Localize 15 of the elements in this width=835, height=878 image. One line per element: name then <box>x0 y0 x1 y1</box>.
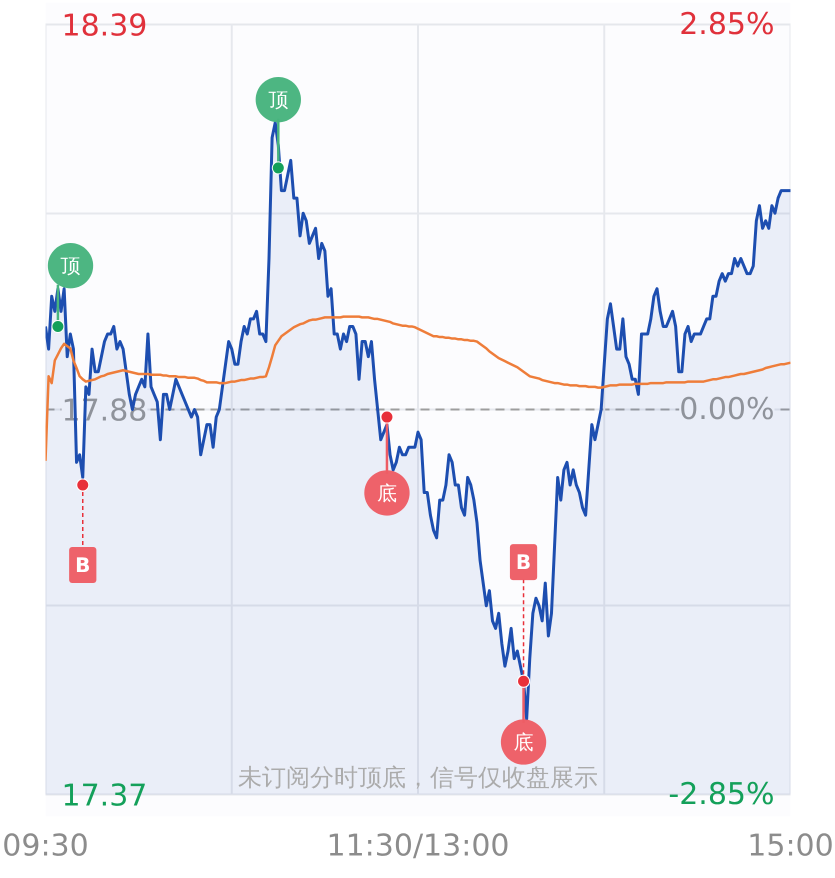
x-tick-label: 15:00 <box>747 828 834 864</box>
y-tick-label: 17.37 <box>62 778 148 814</box>
y2-tick-label: 0.00% <box>679 392 775 427</box>
data-label: B <box>75 552 90 577</box>
y2-tick-label: 2.85% <box>679 7 775 42</box>
x-tick-label: 11:30/13:00 <box>326 828 510 864</box>
y2-tick-label: -2.85% <box>668 777 775 812</box>
annotation: 未订阅分时顶底，信号仅收盘展示 <box>238 764 598 792</box>
data-label: B <box>516 550 532 574</box>
data-label: 顶 <box>268 88 288 112</box>
data-label: 顶 <box>60 254 80 278</box>
y-tick-label: 18.39 <box>62 8 148 44</box>
data-label: 底 <box>514 730 534 754</box>
x-tick-label: 09:30 <box>2 828 89 864</box>
data-label: 底 <box>376 480 397 505</box>
